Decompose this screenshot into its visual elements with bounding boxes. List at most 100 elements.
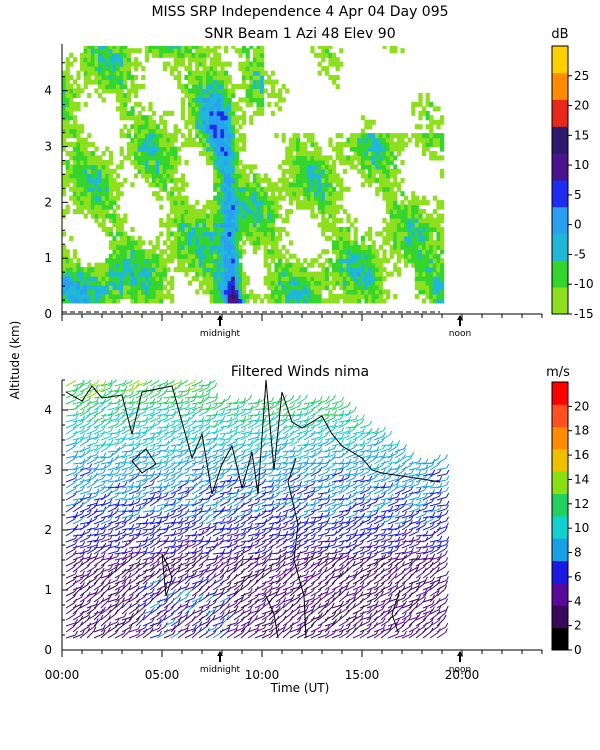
snr-cell — [281, 226, 286, 232]
snr-cell — [101, 191, 106, 197]
snr-cell — [94, 66, 99, 72]
snr-cell — [321, 218, 326, 224]
snr-cell — [83, 280, 88, 286]
wind-barb — [100, 600, 109, 609]
snr-cell — [180, 226, 185, 232]
snr-cell — [87, 204, 92, 210]
snr-cell — [389, 168, 394, 174]
snr-cell — [170, 168, 175, 174]
snr-cell — [98, 271, 103, 277]
snr-cell — [267, 235, 272, 241]
snr-cell — [432, 258, 437, 264]
snr-cell — [213, 110, 218, 116]
snr-cell — [231, 173, 236, 179]
snr-cell — [152, 124, 157, 130]
snr-cell — [166, 226, 171, 232]
snr-cell — [317, 186, 322, 192]
snr-cell — [328, 75, 333, 81]
wind-barb-flag — [75, 630, 78, 636]
snr-cell — [353, 249, 358, 255]
snr-cell — [202, 231, 207, 237]
snr-cell — [166, 46, 171, 49]
snr-cell — [119, 66, 124, 72]
snr-cell — [76, 200, 81, 206]
snr-cell — [162, 137, 167, 143]
chart-title-line1: MISS SRP Independence 4 Apr 04 Day 095 — [151, 4, 448, 20]
wind-barb — [436, 597, 447, 603]
snr-cell — [245, 182, 250, 188]
snr-cell — [350, 262, 355, 268]
snr-cell — [83, 164, 88, 170]
snr-cell — [249, 186, 254, 192]
wind-barb — [170, 624, 179, 633]
snr-cell — [400, 177, 405, 183]
wind-barb-flag — [255, 615, 258, 620]
snr-cell — [108, 226, 113, 232]
wind-barb — [72, 614, 82, 621]
snr-cell — [148, 128, 153, 134]
snr-cell — [249, 70, 254, 76]
wind-barb-flag — [375, 582, 379, 587]
snr-cell — [130, 258, 135, 264]
snr-cell — [148, 280, 153, 286]
snr-cell — [256, 191, 261, 197]
wind-barb-flag — [221, 600, 225, 605]
snr-cell — [321, 191, 326, 197]
snr-cell — [432, 262, 437, 268]
snr-cell — [101, 280, 106, 286]
wind-barb-flag — [327, 624, 330, 630]
snr-cell — [152, 249, 157, 255]
wind-barb — [198, 608, 208, 615]
snr-cell — [256, 110, 261, 116]
snr-cell — [432, 222, 437, 228]
snr-cell — [231, 101, 236, 107]
snr-cell — [72, 186, 77, 192]
snr-cell — [274, 209, 279, 215]
snr-cell — [231, 133, 236, 139]
snr-cell — [278, 106, 283, 112]
snr-cell — [310, 289, 315, 295]
snr-cell — [371, 276, 376, 282]
wind-barb — [79, 609, 90, 615]
snr-cell — [414, 244, 419, 250]
snr-cell — [94, 267, 99, 273]
snr-cell — [238, 267, 243, 273]
snr-cell — [342, 276, 347, 282]
snr-cell — [209, 92, 214, 98]
wind-barb — [128, 602, 138, 609]
snr-cell — [180, 267, 185, 273]
snr-cell — [83, 46, 88, 49]
snr-cell — [324, 204, 329, 210]
snr-cell — [170, 298, 175, 304]
snr-cell — [116, 195, 121, 201]
wind-barb-flag — [172, 629, 176, 635]
snr-cell — [209, 298, 214, 304]
snr-cell — [429, 133, 434, 139]
snr-cell — [299, 289, 304, 295]
snr-cell — [324, 235, 329, 241]
snr-cell — [166, 280, 171, 286]
wind-barb-flag — [144, 558, 148, 563]
snr-cell — [303, 258, 308, 264]
snr-cell — [414, 249, 419, 255]
snr-cell — [216, 195, 221, 201]
snr-cell — [83, 101, 88, 107]
snr-cell — [292, 186, 297, 192]
snr-cell — [288, 253, 293, 259]
snr-cell — [296, 200, 301, 206]
snr-cell — [159, 173, 164, 179]
wind-barb — [177, 614, 187, 621]
wind-barb-flag — [159, 630, 162, 636]
wind-barb — [177, 589, 186, 597]
snr-cell — [184, 182, 189, 188]
snr-cell — [90, 298, 95, 304]
snr-cell — [216, 276, 221, 282]
wind-barb — [86, 614, 96, 621]
snr-cell — [314, 200, 319, 206]
snr-cell — [432, 293, 437, 299]
wind-barb — [387, 613, 397, 621]
snr-cell — [227, 262, 232, 268]
snr-cell — [105, 70, 110, 76]
wind-barb — [303, 590, 314, 597]
snr-cell — [76, 124, 81, 130]
